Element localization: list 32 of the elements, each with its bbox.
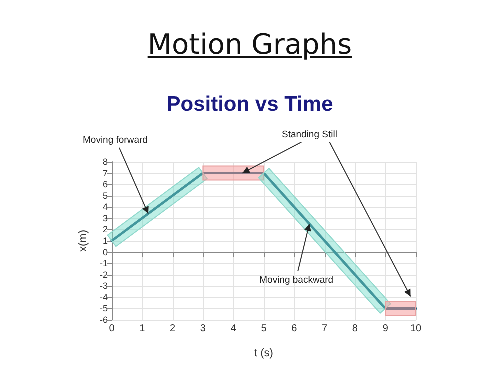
x-tick-label: 3: [200, 324, 206, 334]
y-tick-label: -5: [100, 304, 108, 314]
y-tick-label: 0: [102, 247, 108, 258]
x-tick-label: 10: [410, 324, 422, 334]
chart-title: Motion Graphs: [146, 28, 354, 61]
x-tick-label: 5: [261, 324, 268, 334]
y-tick-label: -1: [100, 258, 108, 269]
y-tick-label: -6: [100, 315, 108, 325]
x-tick-label: 8: [352, 324, 358, 334]
y-tick-label: 6: [102, 180, 108, 190]
x-tick-label: 2: [170, 324, 176, 334]
y-tick-label: -3: [100, 281, 108, 292]
chart-subtitle: Position vs Time: [166, 93, 334, 117]
y-tick-label: 8: [102, 157, 108, 167]
y-tick-label: 1: [102, 236, 108, 246]
x-tick-label: 6: [292, 324, 298, 334]
y-tick-label: 5: [102, 190, 108, 201]
y-tick-label: -4: [100, 292, 108, 302]
y-tick-label: 4: [102, 202, 108, 212]
annotation: Standing Still: [282, 129, 338, 140]
x-tick-label: 7: [322, 324, 328, 334]
y-axis-title: x(m): [78, 230, 90, 252]
y-tick-label: 3: [102, 213, 108, 224]
x-tick-label: 9: [382, 324, 389, 334]
annotation: Moving forward: [83, 134, 148, 146]
y-tick-label: 7: [102, 168, 108, 178]
x-tick-label: 1: [140, 324, 146, 334]
x-tick-label: 4: [230, 324, 237, 334]
x-axis-title: t (s): [254, 348, 274, 360]
y-tick-label: 2: [102, 224, 108, 235]
y-tick-label: -2: [100, 270, 108, 280]
annotation: Moving backward: [260, 275, 334, 286]
